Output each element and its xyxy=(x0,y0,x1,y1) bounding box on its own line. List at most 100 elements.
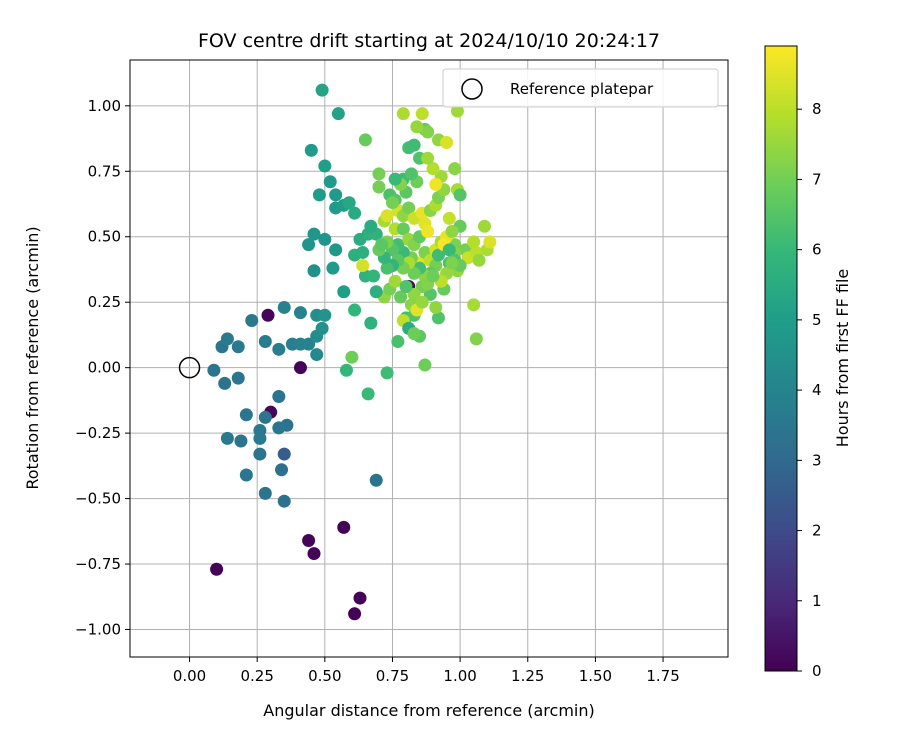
data-point xyxy=(315,321,329,335)
data-point xyxy=(329,188,343,202)
data-point xyxy=(421,151,435,165)
data-point xyxy=(375,238,389,252)
y-tick-label: 0.25 xyxy=(88,293,121,311)
data-point xyxy=(337,520,351,534)
data-point xyxy=(467,235,481,249)
chart-title: FOV centre drift starting at 2024/10/10 … xyxy=(198,30,660,52)
colorbar-gradient xyxy=(764,45,798,672)
colorbar-tick-label: 7 xyxy=(812,170,822,188)
data-point xyxy=(253,431,267,445)
data-point xyxy=(245,314,259,328)
data-point xyxy=(388,172,402,186)
data-point xyxy=(307,227,321,241)
y-tick-label: −0.50 xyxy=(75,490,121,508)
colorbar: 0 1 2 3 4 5 6 7 8 Hours from first FF file xyxy=(764,45,852,680)
y-axis-label: Rotation from reference (arcmin) xyxy=(23,226,42,489)
data-point xyxy=(218,376,232,390)
x-tick-label: 1.75 xyxy=(646,667,679,685)
data-point xyxy=(345,350,359,364)
data-point xyxy=(431,311,445,325)
legend-box xyxy=(442,68,719,108)
data-point xyxy=(426,269,440,283)
x-tick-label: 0.75 xyxy=(376,667,409,685)
data-point xyxy=(307,547,321,561)
legend-label-reference-platepar: Reference platepar xyxy=(510,80,654,98)
data-point xyxy=(429,300,443,314)
data-point xyxy=(293,306,307,320)
data-point xyxy=(272,389,286,403)
data-point xyxy=(442,211,456,225)
data-point xyxy=(258,334,272,348)
data-point xyxy=(445,256,459,270)
data-point xyxy=(277,300,291,314)
data-point xyxy=(469,332,483,346)
data-point xyxy=(426,162,440,176)
data-point xyxy=(477,219,491,233)
data-point xyxy=(318,308,332,322)
data-point xyxy=(253,447,267,461)
data-point xyxy=(302,238,316,252)
data-point xyxy=(367,269,381,283)
data-point xyxy=(450,104,464,118)
data-point xyxy=(415,295,429,309)
x-tick-label: 1.00 xyxy=(443,667,476,685)
data-point xyxy=(353,591,367,605)
data-point xyxy=(329,243,343,257)
data-point xyxy=(272,421,286,435)
data-point xyxy=(348,248,362,262)
data-point xyxy=(421,225,435,239)
data-point xyxy=(220,431,234,445)
data-point xyxy=(418,358,432,372)
data-point xyxy=(258,410,272,424)
data-point xyxy=(356,259,370,273)
data-points xyxy=(207,83,497,621)
data-point xyxy=(385,196,399,210)
colorbar-tick-label: 5 xyxy=(812,311,822,329)
plot-frame xyxy=(129,59,729,658)
data-point xyxy=(318,159,332,173)
colorbar-ticks: 0 1 2 3 4 5 6 7 8 xyxy=(797,100,822,680)
data-point xyxy=(361,387,375,401)
data-point xyxy=(448,162,462,176)
data-point xyxy=(207,363,221,377)
data-point xyxy=(407,287,421,301)
data-point xyxy=(315,83,329,97)
data-point xyxy=(369,473,383,487)
colorbar-tick-label: 6 xyxy=(812,241,822,259)
data-point xyxy=(348,206,362,220)
colorbar-tick-label: 2 xyxy=(812,522,822,540)
data-point xyxy=(407,266,421,280)
reference-marker xyxy=(178,356,201,379)
data-point xyxy=(396,222,410,236)
data-point xyxy=(304,143,318,157)
data-point xyxy=(339,363,353,377)
x-tick-label: 0.00 xyxy=(173,667,206,685)
colorbar-label: Hours from first FF file xyxy=(833,269,852,448)
data-point xyxy=(440,135,454,149)
y-tick-label: 0.00 xyxy=(88,359,121,377)
data-point xyxy=(394,290,408,304)
data-point xyxy=(391,334,405,348)
data-point xyxy=(472,253,486,267)
data-point xyxy=(453,188,467,202)
data-point xyxy=(348,607,362,621)
data-point xyxy=(272,342,286,356)
y-tick-label: −0.25 xyxy=(75,424,121,442)
data-point xyxy=(407,138,421,152)
data-point xyxy=(239,408,253,422)
data-point xyxy=(358,133,372,147)
data-point xyxy=(442,243,456,257)
data-point xyxy=(302,533,316,547)
data-point xyxy=(337,285,351,299)
data-point xyxy=(467,298,481,312)
data-point xyxy=(258,486,272,500)
y-tick-label: 0.75 xyxy=(88,162,121,180)
x-tick-label: 1.25 xyxy=(511,667,544,685)
data-point xyxy=(372,167,386,181)
data-point xyxy=(410,120,424,134)
colorbar-tick-label: 4 xyxy=(812,381,822,399)
x-axis-label: Angular distance from reference (arcmin) xyxy=(263,701,594,720)
data-point xyxy=(323,175,337,189)
data-point xyxy=(364,219,378,233)
